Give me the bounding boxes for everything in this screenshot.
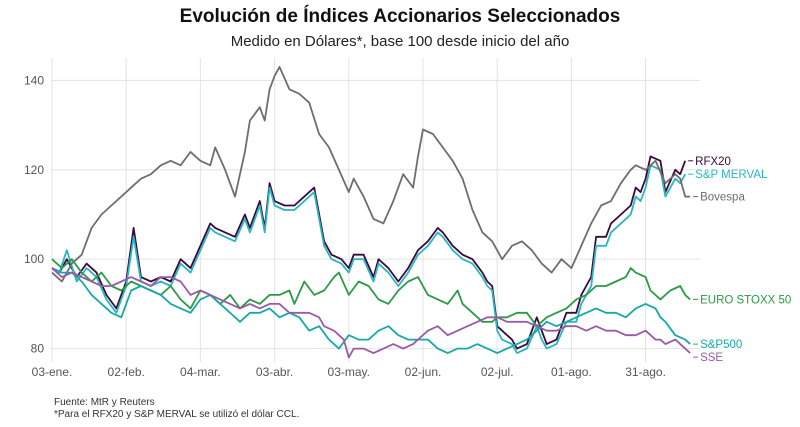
series-line — [51, 267, 691, 359]
x-tick-label: 01-ago. — [551, 365, 592, 379]
series-end-label: RFX20 — [695, 156, 731, 168]
y-tick-label: 120 — [24, 163, 44, 177]
y-tick-label: 100 — [24, 252, 44, 266]
x-tick-label: 03-abr. — [256, 365, 293, 379]
footer-source: Fuente: MtR y Reuters — [54, 397, 155, 408]
x-tick-label: 04-mar. — [180, 365, 221, 379]
series-end-label: S&P MERVAL — [695, 169, 768, 181]
x-tick-label: 02-feb. — [108, 365, 145, 379]
x-tick-label: 31-ago. — [625, 365, 666, 379]
x-tick-label: 03-may. — [328, 365, 370, 379]
x-tick-label: 03-ene. — [32, 365, 73, 379]
series-end-label: EURO STOXX 50 — [700, 294, 791, 306]
series-line — [51, 164, 686, 354]
series-end-label: Bovespa — [700, 192, 745, 204]
y-tick-label: 140 — [24, 73, 44, 87]
series-line — [51, 267, 691, 354]
series-line — [51, 258, 691, 328]
x-tick-label: 02-jul. — [481, 365, 514, 379]
chart-title: Evolución de Índices Accionarios Selecci… — [179, 6, 621, 27]
series-line — [51, 155, 687, 350]
series-end-label: SSE — [700, 352, 723, 364]
series-end-label: S&P500 — [700, 339, 742, 351]
series-line — [51, 66, 691, 283]
y-tick-label: 80 — [31, 342, 45, 356]
x-tick-label: 02-jun. — [405, 365, 442, 379]
footer-note: *Para el RFX20 y S&P MERVAL se utilizó e… — [54, 409, 300, 420]
chart-subtitle: Medido en Dólares*, base 100 desde inici… — [230, 33, 570, 50]
